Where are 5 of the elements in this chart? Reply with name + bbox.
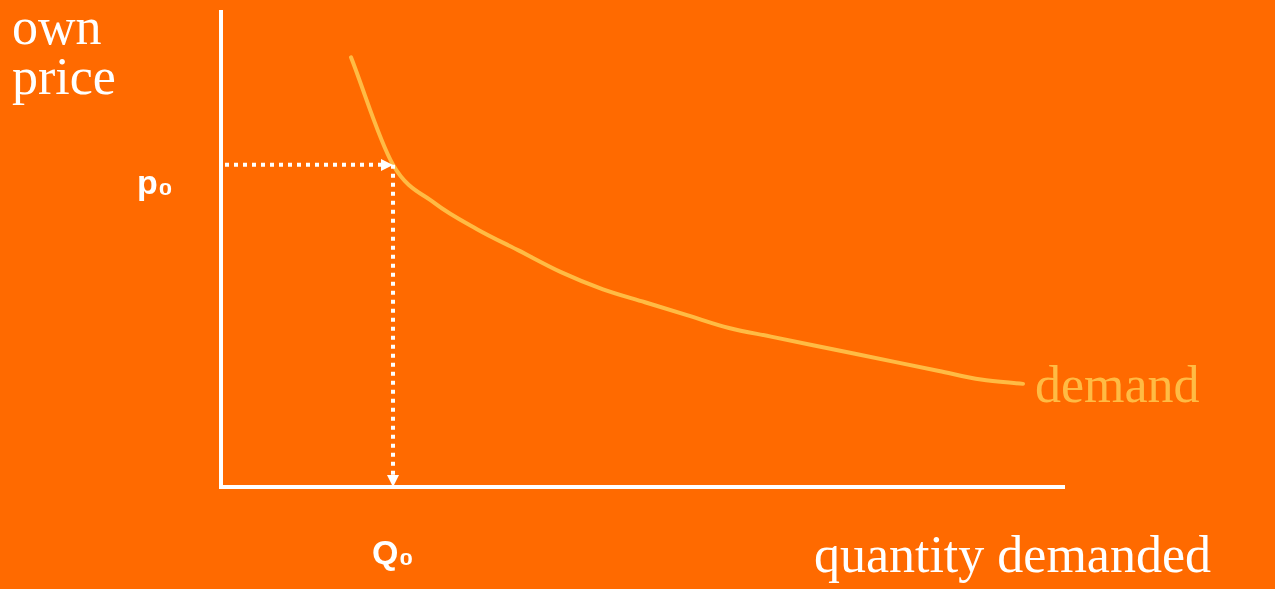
ref-line-label: p₀: [136, 163, 174, 202]
text: Q₀: [372, 533, 414, 572]
y-axis-title: own price: [12, 0, 117, 105]
x-axis-title: quantity demanded: [813, 526, 1211, 583]
series-label: demand: [1035, 355, 1200, 413]
